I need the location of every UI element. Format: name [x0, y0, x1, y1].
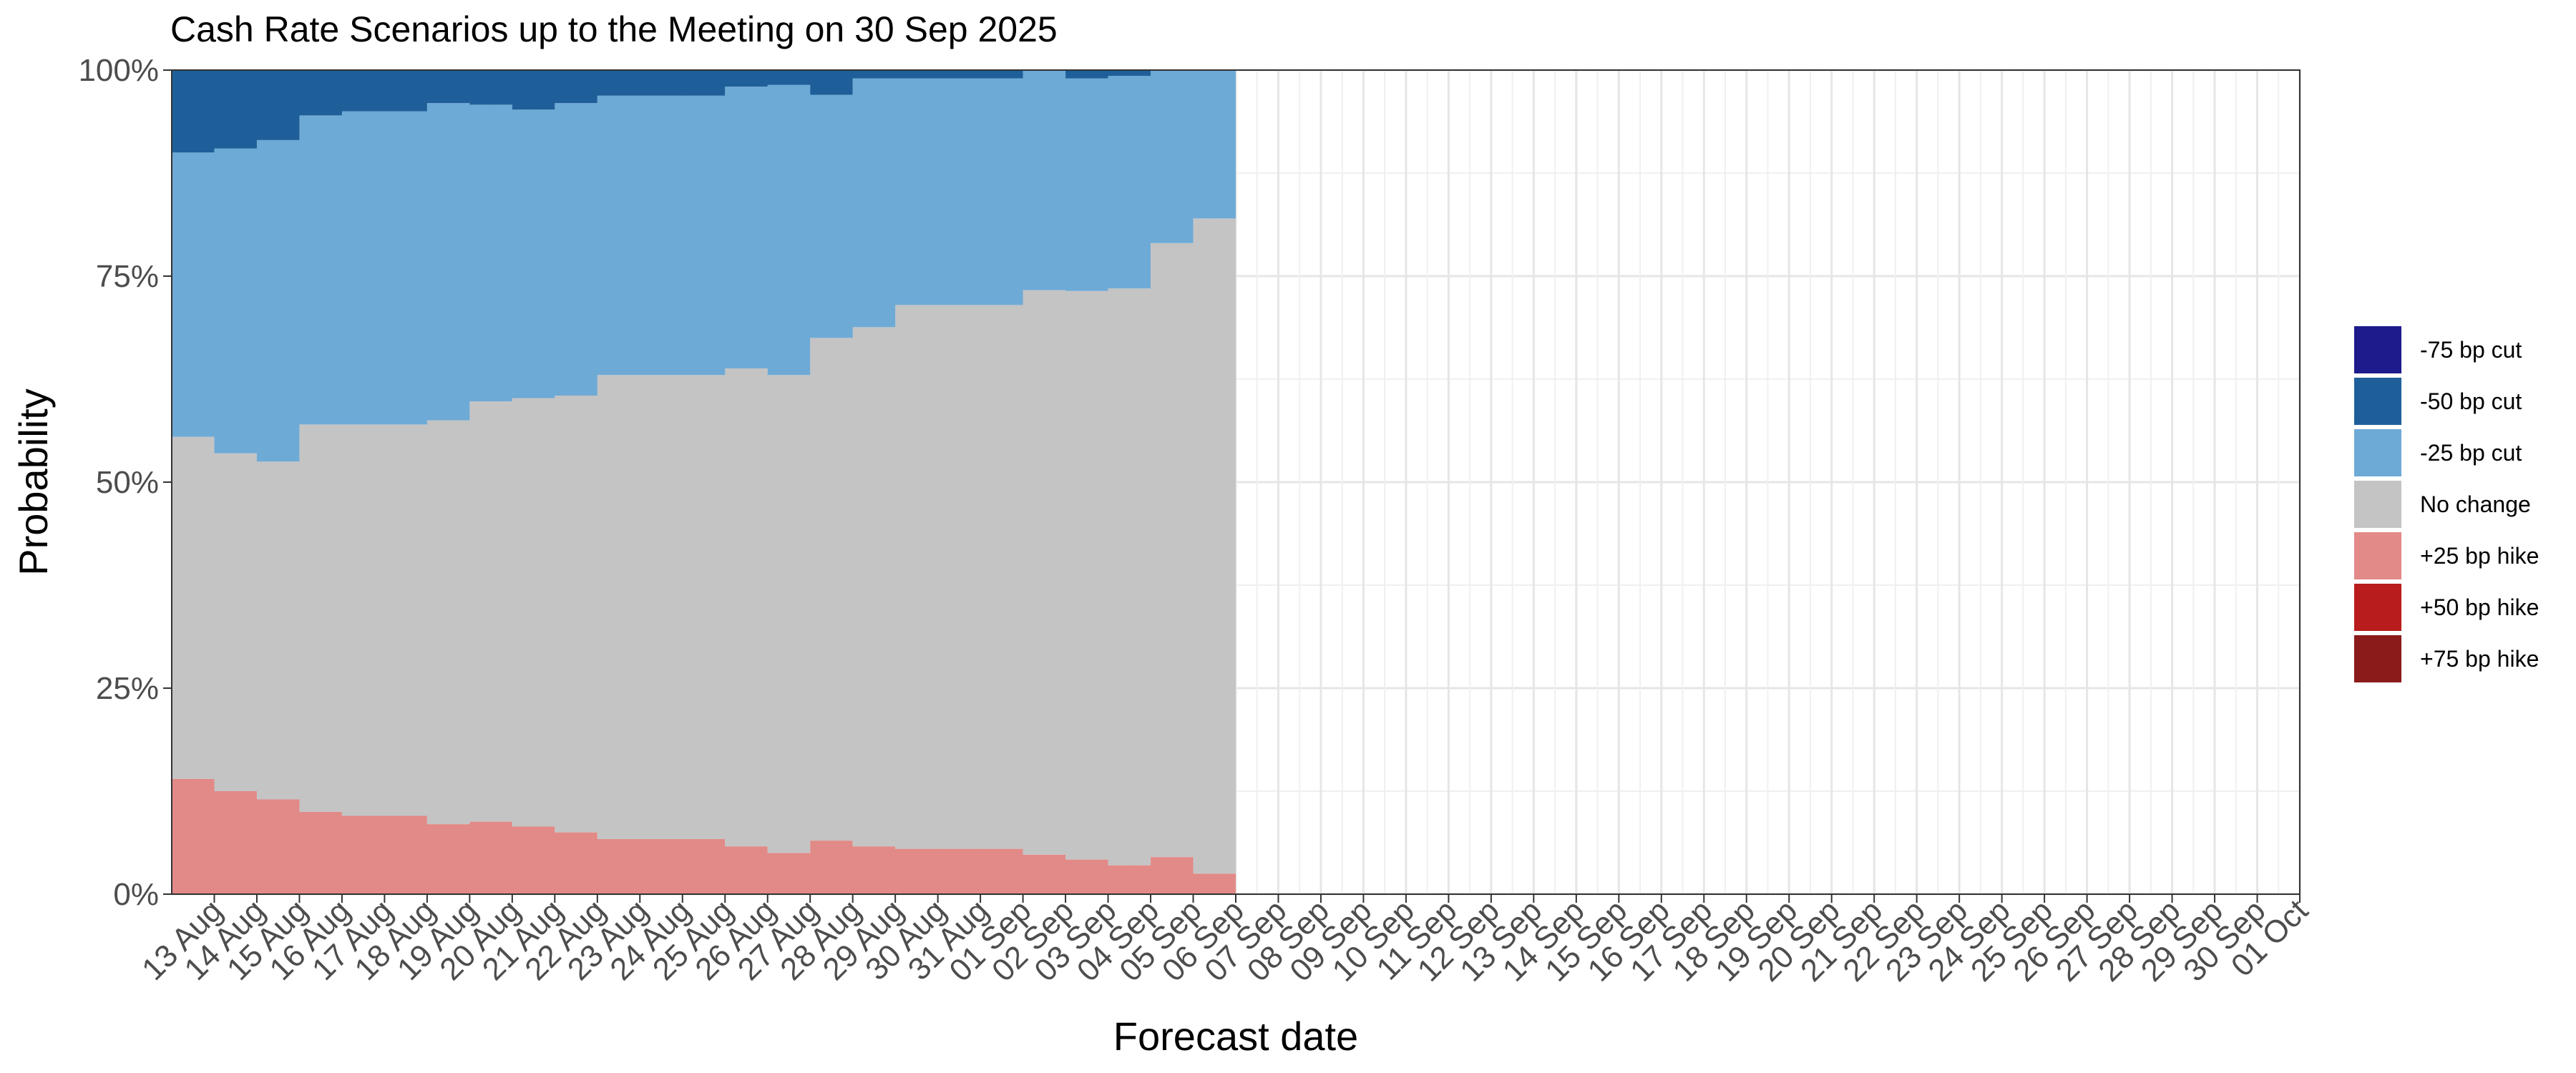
legend-key-no-change: [2354, 481, 2401, 528]
legend-label-75-bp-cut: -75 bp cut: [2420, 337, 2522, 363]
y-tick-label: 25%: [96, 671, 159, 706]
legend-label-no-change: No change: [2420, 491, 2531, 517]
x-axis-title: Forecast date: [1113, 1014, 1358, 1059]
legend-label-75-bp-hike: +75 bp hike: [2420, 646, 2539, 672]
area-25-bp-cut: [172, 70, 1236, 462]
y-tick-label: 0%: [113, 877, 159, 912]
y-tick-label: 75%: [96, 259, 159, 294]
legend-label-50-bp-cut: -50 bp cut: [2420, 388, 2522, 414]
legend-key-75-bp-hike: [2354, 635, 2401, 682]
legend-label-50-bp-hike: +50 bp hike: [2420, 594, 2539, 620]
legend-key-75-bp-cut: [2354, 326, 2401, 373]
y-tick-label: 50%: [96, 465, 159, 500]
area-no-change: [172, 218, 1236, 874]
y-tick-label: 100%: [78, 53, 159, 88]
chart-title: Cash Rate Scenarios up to the Meeting on…: [170, 9, 1058, 49]
legend-key-50-bp-cut: [2354, 378, 2401, 425]
legend-key-50-bp-hike: [2354, 584, 2401, 631]
area-50-bp-cut: [172, 70, 1236, 153]
legend-key-25-bp-hike: [2354, 532, 2401, 579]
legend-label-25-bp-cut: -25 bp cut: [2420, 440, 2522, 466]
y-axis-title: Probability: [11, 388, 56, 575]
legend-key-25-bp-cut: [2354, 429, 2401, 476]
legend-label-25-bp-hike: +25 bp hike: [2420, 543, 2539, 569]
area-25-bp-hike: [172, 778, 1236, 894]
